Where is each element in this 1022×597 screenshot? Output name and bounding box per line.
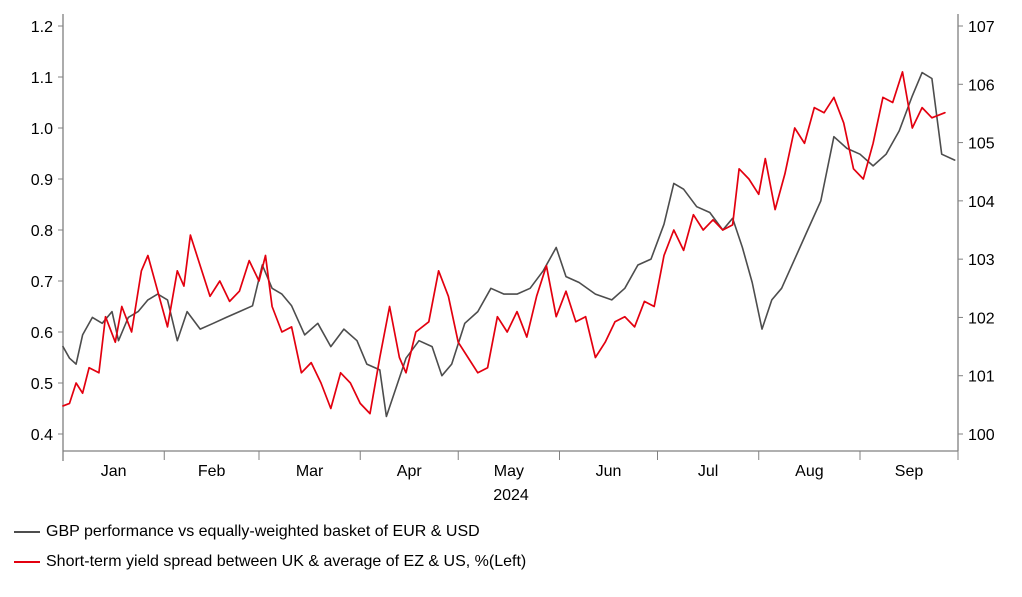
right-tick-label: 101 <box>968 369 995 386</box>
right-tick-label: 104 <box>968 194 995 211</box>
x-tick-label: Jan <box>101 463 127 480</box>
legend-swatch-gbp <box>14 531 40 533</box>
right-tick-label: 107 <box>968 19 995 36</box>
x-tick-label: Feb <box>198 463 226 480</box>
series-layer <box>62 71 956 418</box>
legend-entry-spread: Short-term yield spread between UK & ave… <box>14 553 526 571</box>
x-tick-label: May <box>494 463 524 480</box>
series-line-gbp-performance <box>62 71 956 418</box>
x-tick-label: Jul <box>698 463 718 480</box>
axes-layer: 0.4 0.5 0.6 0.7 0.8 0.9 1.0 1.1 1.2 100 101 102 103 1… <box>31 14 995 480</box>
right-tick-label: 106 <box>968 77 995 94</box>
right-tick-label: 102 <box>968 310 995 327</box>
x-tick-label: Apr <box>397 463 423 480</box>
right-tick-label: 105 <box>968 136 995 153</box>
right-tick-label: 103 <box>968 252 995 269</box>
left-tick-label: 0.7 <box>31 274 53 291</box>
x-tick-label: Sep <box>895 463 924 480</box>
left-tick-label: 0.6 <box>31 325 53 342</box>
x-tick-label: Jun <box>596 463 622 480</box>
x-axis-year-label: 2024 <box>493 487 529 504</box>
left-tick-label: 0.5 <box>31 376 53 393</box>
x-tick-label: Mar <box>296 463 324 480</box>
left-tick-label: 0.4 <box>31 427 53 444</box>
left-tick-label: 1.0 <box>31 121 53 138</box>
right-tick-label: 100 <box>968 427 995 444</box>
legend-swatch-spread <box>14 561 40 563</box>
legend-label-spread: Short-term yield spread between UK & ave… <box>46 553 527 570</box>
left-tick-label: 0.8 <box>31 223 53 240</box>
left-tick-label: 1.1 <box>31 70 53 87</box>
x-tick-label: Aug <box>795 463 823 480</box>
legend-entry-gbp: GBP performance vs equally-weighted bask… <box>14 523 480 541</box>
series-line-yield-spread <box>62 71 946 415</box>
legend-label-gbp: GBP performance vs equally-weighted bask… <box>46 523 480 540</box>
left-tick-label: 1.2 <box>31 19 53 36</box>
left-tick-label: 0.9 <box>31 172 53 189</box>
